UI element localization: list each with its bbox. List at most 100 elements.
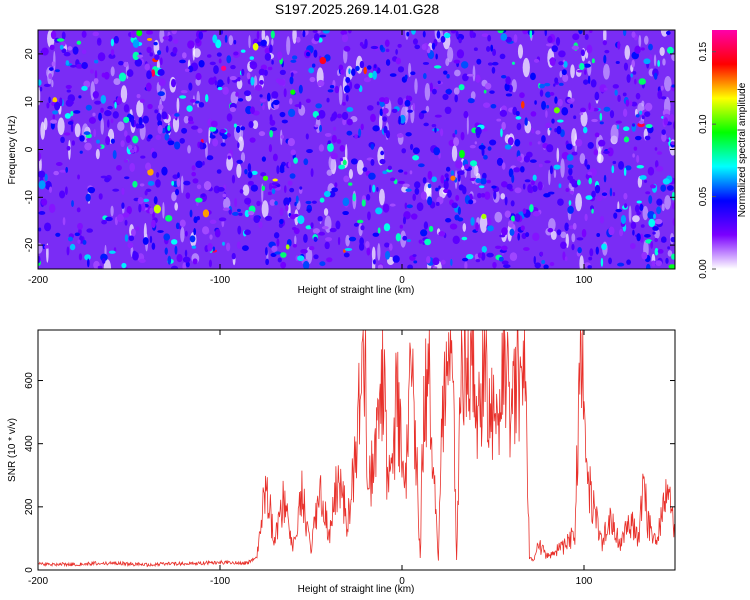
heatmap-cell (591, 208, 594, 214)
heatmap-cell (174, 113, 180, 117)
heatmap-cell (338, 64, 344, 71)
heatmap-cell (579, 62, 585, 71)
heatmap-streak (405, 30, 409, 40)
heatmap-streak (171, 191, 177, 202)
snr-frame (37, 329, 676, 571)
heatmap-cell (145, 82, 152, 92)
heatmap-cell (561, 107, 569, 116)
heatmap-cell (486, 225, 494, 232)
heatmap-cell (94, 70, 98, 79)
heatmap-cells (38, 30, 675, 269)
heatmap-cell (128, 235, 135, 242)
heatmap-cell (174, 245, 178, 255)
heatmap-cell (587, 142, 594, 149)
heatmap-streak (100, 118, 104, 135)
heatmap-cell (529, 159, 537, 163)
heatmap-cell (440, 174, 445, 184)
heatmap-cell (483, 89, 487, 94)
heatmap-cell (635, 92, 641, 100)
heatmap-cell (94, 100, 102, 105)
heatmap-cell (470, 217, 475, 226)
heatmap-cell (287, 180, 293, 186)
heatmap-cell (55, 161, 63, 166)
heatmap-streak (271, 38, 274, 46)
heatmap-cell (272, 178, 278, 182)
heatmap-cell (134, 58, 143, 67)
heatmap-cell (308, 245, 315, 251)
heatmap-cell (226, 55, 232, 64)
heatmap-cell (202, 209, 210, 218)
heatmap-cell (249, 137, 256, 143)
heatmap-cell (372, 184, 376, 193)
heatmap-cell (101, 258, 106, 264)
heatmap-cell (568, 200, 572, 206)
heatmap-cell (640, 47, 645, 51)
heatmap-streak (292, 30, 297, 44)
heatmap-cell (457, 206, 461, 215)
heatmap-cell (452, 133, 456, 138)
heatmap-cell (192, 178, 199, 184)
heatmap-cell (467, 98, 475, 104)
colorbar-tick-label: 0.05 (698, 186, 709, 206)
heatmap-cell (651, 260, 656, 267)
heatmap-cell (189, 209, 193, 218)
heatmap-cell (130, 117, 135, 127)
heatmap-cell (181, 127, 188, 134)
heatmap-cell (224, 34, 228, 43)
heatmap-cell (313, 33, 320, 42)
heatmap-cell (59, 169, 67, 173)
heatmap-cell (94, 59, 99, 64)
heatmap-cell (220, 142, 226, 147)
heatmap-cell (554, 77, 559, 84)
heatmap-cell (237, 208, 241, 212)
heatmap-cell (258, 68, 266, 76)
heatmap-cell (295, 195, 299, 204)
heatmap-streak (624, 45, 631, 60)
heatmap-cell (456, 49, 465, 59)
heatmap-streak (40, 121, 46, 140)
heatmap-cell (124, 176, 130, 180)
x-tick-label: 0 (399, 576, 405, 587)
heatmap-cell (660, 236, 667, 243)
heatmap-streak (575, 193, 583, 212)
heatmap-cell (121, 202, 125, 210)
heatmap-cell (227, 155, 231, 160)
heatmap-cell (226, 113, 233, 122)
heatmap-cell (427, 170, 433, 180)
heatmap-cell (462, 257, 469, 262)
heatmap-cell (60, 136, 65, 144)
heatmap-cell (287, 108, 296, 118)
heatmap-cell (329, 227, 337, 233)
heatmap-cell (171, 180, 175, 186)
heatmap-streak (248, 35, 251, 49)
heatmap-cell (482, 102, 491, 108)
heatmap-cell (327, 142, 334, 152)
heatmap-cell (271, 188, 276, 195)
heatmap-cell (188, 120, 195, 125)
heatmap-cell (331, 187, 339, 193)
heatmap-cell (435, 201, 440, 207)
heatmap-cell (196, 184, 202, 190)
heatmap-cell (636, 155, 640, 163)
heatmap-cell (631, 101, 638, 107)
heatmap-cell (185, 261, 190, 268)
heatmap-cell (140, 155, 146, 159)
heatmap-cell (475, 222, 479, 232)
heatmap-cell (412, 147, 420, 155)
heatmap-cell (195, 38, 200, 44)
heatmap-cell (359, 41, 364, 47)
heatmap-cell (450, 258, 453, 266)
heatmap-cell (295, 36, 301, 43)
heatmap-cell (632, 229, 635, 236)
heatmap-cell (477, 252, 483, 259)
heatmap-streak (664, 195, 671, 210)
heatmap-cell (198, 31, 204, 40)
heatmap-cell (76, 207, 81, 213)
heatmap-cell (279, 218, 284, 225)
heatmap-streak (556, 147, 560, 163)
heatmap-cell (385, 130, 391, 139)
heatmap-cell (167, 34, 173, 42)
heatmap-cell (655, 165, 664, 172)
heatmap-streak (425, 105, 430, 113)
heatmap-cell (558, 82, 564, 86)
